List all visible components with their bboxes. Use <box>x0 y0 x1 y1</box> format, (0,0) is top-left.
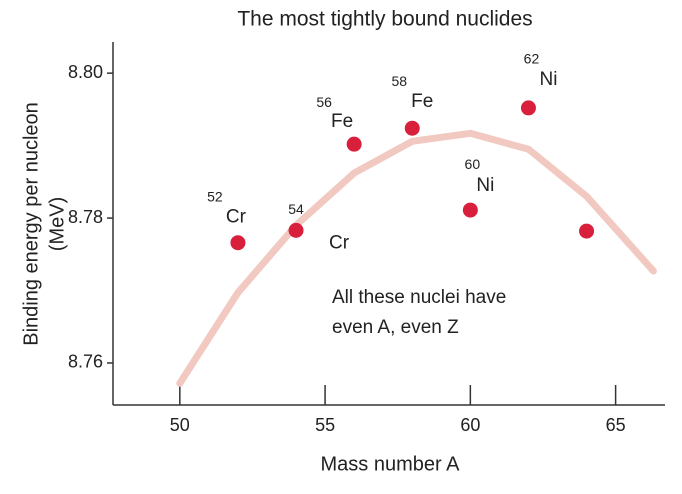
data-point <box>520 100 536 116</box>
annotation: even A, even Z <box>332 317 459 338</box>
element-symbol-label: Cr <box>226 207 247 228</box>
x-tick-label: 55 <box>315 415 335 435</box>
mass-number-label: 52 <box>207 188 223 204</box>
data-point <box>579 223 595 239</box>
mass-number-label: 60 <box>465 156 481 172</box>
y-axis-label-group: Binding energy per nucleon (MeV) <box>20 102 68 346</box>
mass-number-label: 62 <box>524 51 540 67</box>
x-tick-label: 60 <box>460 415 480 435</box>
data-point <box>404 120 420 136</box>
mass-number-label: 54 <box>288 201 304 217</box>
element-symbol-label: Fe <box>411 91 433 112</box>
y-axis-label: (MeV) <box>46 197 68 251</box>
y-tick-label: 8.78 <box>68 207 103 227</box>
y-tick-label: 8.80 <box>68 62 103 82</box>
x-tick-label: 65 <box>606 415 626 435</box>
data-point <box>346 136 362 152</box>
data-point <box>462 202 478 218</box>
x-tick-label: 50 <box>170 415 190 435</box>
mass-number-label: 58 <box>391 73 407 89</box>
y-tick-label: 8.76 <box>68 352 103 372</box>
y-axis-label: Binding energy per nucleon <box>20 102 42 346</box>
element-symbol-label: Ni <box>539 69 557 90</box>
element-symbol-label: Fe <box>331 111 353 132</box>
x-axis-label: Mass number A <box>321 453 461 475</box>
data-point <box>288 222 304 238</box>
trend-curve <box>176 129 657 387</box>
data-point <box>230 235 246 251</box>
chart-title: The most tightly bound nuclides <box>237 8 532 31</box>
element-symbol-label: Ni <box>476 175 494 196</box>
element-symbol-label: Cr <box>329 232 350 253</box>
mass-number-label: 56 <box>316 94 332 110</box>
annotation: All these nuclei have <box>332 287 506 308</box>
